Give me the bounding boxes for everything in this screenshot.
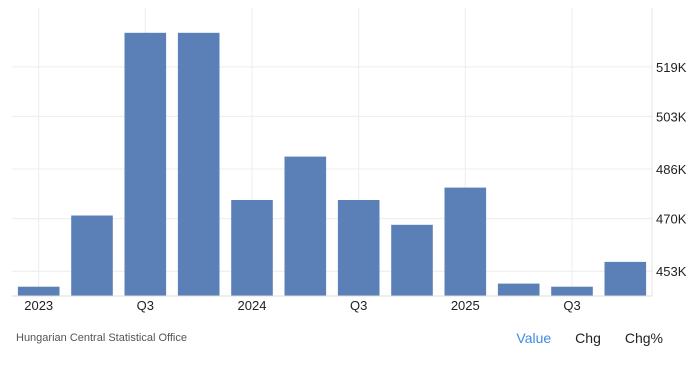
x-tick-label: Q3 [350,298,367,313]
chart-footer: Hungarian Central Statistical Office Val… [0,326,689,354]
y-tick-label: 503K [656,109,687,124]
y-tick-label: 486K [656,162,687,177]
x-tick-label: Q3 [563,298,580,313]
x-tick-label: 2024 [238,298,267,313]
bar-q2-2023[interactable] [71,215,113,297]
bar-q1-2024[interactable] [231,200,273,296]
bar-q3-2024[interactable] [337,200,380,296]
x-tick-label: Q3 [137,298,154,313]
x-axis-ticks: 2023 Q3 2024 Q3 2025 Q3 [24,298,580,313]
bar-q4-2023[interactable] [177,32,220,297]
bar-chart: 2023 Q3 2024 Q3 2025 Q3 453K 470K 486K 503K 519K [12,8,687,313]
source-label: Hungarian Central Statistical Office [16,332,187,344]
bar-q3-2025[interactable] [551,286,593,296]
bar-q4-2025[interactable] [604,261,647,296]
x-tick-label: 2023 [24,298,53,313]
bar-q1-2023[interactable] [17,286,60,296]
view-tabs: Value Chg Chg% [516,330,663,346]
y-axis-ticks: 453K 470K 486K 503K 519K [656,60,687,279]
bar-q2-2024[interactable] [284,156,327,296]
y-tick-label: 519K [656,60,687,75]
bar-q1-2025[interactable] [444,187,487,296]
bar-q3-2023[interactable] [124,32,167,297]
x-tick-label: 2025 [451,298,480,313]
bar-q4-2024[interactable] [391,224,433,296]
bar-series [17,32,647,297]
tab-value[interactable]: Value [516,330,552,346]
tab-chg[interactable]: Chg [575,330,601,346]
bar-q2-2025[interactable] [497,283,540,296]
y-tick-label: 470K [656,212,687,227]
grid-lines [12,8,653,296]
tab-chg-percent[interactable]: Chg% [624,330,663,346]
y-tick-label: 453K [656,264,687,279]
